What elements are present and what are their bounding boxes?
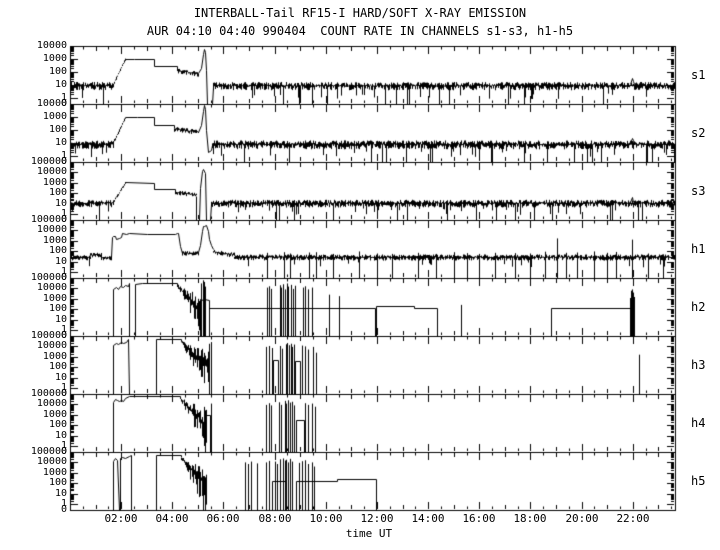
y-tick-label-h4: 100000 xyxy=(30,388,67,399)
y-tick-label-h5: 100000 xyxy=(30,446,67,457)
y-tick-label-s3: 1 xyxy=(60,208,67,219)
y-tick-label-h3: 1000 xyxy=(42,351,67,362)
y-tick-label-h2: 0 xyxy=(60,330,67,341)
y-tick-label-s3: 10000 xyxy=(36,166,67,177)
y-tick-label-s3: 10 xyxy=(54,198,67,209)
panel-label-h2: h2 xyxy=(691,300,706,314)
x-tick-label: 12:00 xyxy=(360,512,394,525)
panel-label-h3: h3 xyxy=(691,358,706,372)
y-tick-label-h4: 1 xyxy=(60,440,67,451)
y-tick-label-s1: 0 xyxy=(60,98,67,109)
y-tick-label-h1: 0 xyxy=(60,272,67,283)
y-tick-label-s1: 10000 xyxy=(36,40,67,51)
x-tick-label: 04:00 xyxy=(155,512,189,525)
x-tick-label: 16:00 xyxy=(462,512,496,525)
panel-label-s2: s2 xyxy=(691,126,706,140)
y-tick-label-h2: 100 xyxy=(48,303,67,314)
y-tick-label-h3: 10 xyxy=(54,372,67,383)
y-tick-label-h3: 0 xyxy=(60,388,67,399)
x-tick-label: 10:00 xyxy=(309,512,343,525)
x-tick-label: 20:00 xyxy=(565,512,599,525)
y-tick-label-h1: 1 xyxy=(60,266,67,277)
y-tick-label-h2: 1000 xyxy=(42,293,67,304)
y-tick-label-h5: 100 xyxy=(48,477,67,488)
y-tick-label-h4: 100 xyxy=(48,419,67,430)
panel-label-s1: s1 xyxy=(691,68,706,82)
y-tick-label-h4: 0 xyxy=(60,446,67,457)
y-tick-label-s3: 100 xyxy=(48,187,67,198)
y-tick-label-h2: 1 xyxy=(60,324,67,335)
y-tick-label-h1: 10000 xyxy=(36,224,67,235)
y-tick-label-s2: 100 xyxy=(48,124,67,135)
panel-label-h4: h4 xyxy=(691,416,706,430)
panel-label-h5: h5 xyxy=(691,474,706,488)
y-tick-label-s1: 10 xyxy=(54,79,67,90)
y-tick-label-s1: 1000 xyxy=(42,53,67,64)
y-tick-label-s2: 1 xyxy=(60,150,67,161)
x-tick-label: 14:00 xyxy=(411,512,445,525)
panel-label-h1: h1 xyxy=(691,242,706,256)
y-tick-label-s3: 0 xyxy=(60,214,67,225)
x-tick-label: 08:00 xyxy=(258,512,292,525)
y-tick-label-h2: 10000 xyxy=(36,282,67,293)
y-tick-label-h1: 1000 xyxy=(42,235,67,246)
y-tick-label-s3: 100000 xyxy=(30,156,67,167)
y-tick-label-h5: 0 xyxy=(60,504,67,515)
y-tick-label-s2: 10 xyxy=(54,137,67,148)
y-tick-label-h2: 100000 xyxy=(30,272,67,283)
x-tick-label: 18:00 xyxy=(513,512,547,525)
x-tick-label: 06:00 xyxy=(206,512,240,525)
y-tick-label-h5: 10000 xyxy=(36,456,67,467)
y-tick-label-s1: 100 xyxy=(48,66,67,77)
y-tick-label-h4: 1000 xyxy=(42,409,67,420)
y-tick-label-h3: 10000 xyxy=(36,340,67,351)
y-tick-label-h3: 100000 xyxy=(30,330,67,341)
y-tick-label-h5: 1000 xyxy=(42,467,67,478)
y-tick-label-s2: 10000 xyxy=(36,98,67,109)
y-tick-label-h5: 10 xyxy=(54,488,67,499)
y-tick-label-s3: 1000 xyxy=(42,177,67,188)
y-tick-label-s1: 1 xyxy=(60,92,67,103)
x-tick-label: 02:00 xyxy=(104,512,138,525)
y-tick-label-h1: 10 xyxy=(54,256,67,267)
y-tick-label-h3: 100 xyxy=(48,361,67,372)
y-tick-label-h3: 1 xyxy=(60,382,67,393)
y-tick-label-s2: 1000 xyxy=(42,111,67,122)
y-tick-label-h1: 100 xyxy=(48,245,67,256)
y-tick-label-h4: 10000 xyxy=(36,398,67,409)
x-axis-title: time UT xyxy=(345,527,393,540)
y-tick-label-h4: 10 xyxy=(54,430,67,441)
x-tick-label: 22:00 xyxy=(616,512,650,525)
y-tick-label-h1: 100000 xyxy=(30,214,67,225)
y-tick-label-h2: 10 xyxy=(54,314,67,325)
y-tick-label-s2: 0 xyxy=(60,156,67,167)
y-tick-label-h5: 1 xyxy=(60,498,67,509)
panel-label-s3: s3 xyxy=(691,184,706,198)
